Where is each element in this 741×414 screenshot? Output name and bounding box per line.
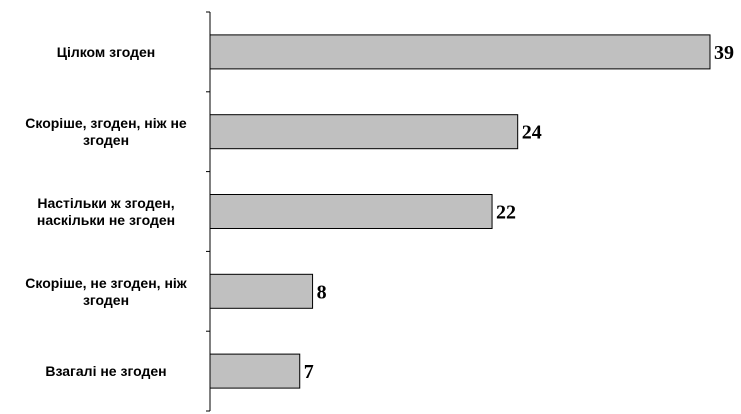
bar [209, 194, 493, 229]
category-label: Скоріше, не згоден, ніж згоден [25, 275, 188, 308]
y-axis-ticks [206, 11, 210, 412]
bar [209, 273, 314, 309]
bar [209, 114, 519, 150]
data-label: 8 [317, 281, 327, 303]
category-label: Цілком згоден [57, 44, 156, 60]
bars-group [209, 34, 711, 389]
category-label-line: Скоріше, не згоден, ніж [25, 275, 188, 291]
category-label-line: згоден [83, 292, 129, 308]
bar [209, 353, 301, 389]
data-label: 22 [496, 202, 516, 224]
category-label-line: Настільки ж згоден, [37, 195, 174, 211]
data-label: 39 [714, 42, 734, 64]
data-label: 24 [522, 122, 542, 144]
category-label: Взагалі не згоден [45, 363, 166, 379]
category-label-line: Скоріше, згоден, ніж не [25, 115, 187, 131]
category-label-line: наскільки не згоден [37, 212, 175, 228]
category-label-line: Взагалі не згоден [45, 363, 166, 379]
category-label-line: згоден [83, 132, 129, 148]
data-labels-group: 39 24 22 8 7 [304, 42, 734, 383]
category-label-line: Цілком згоден [57, 44, 156, 60]
category-label: Настільки ж згоден, наскільки не згоден [37, 195, 175, 228]
category-label: Скоріше, згоден, ніж не згоден [25, 115, 187, 148]
bar [209, 34, 711, 70]
data-label: 7 [304, 361, 314, 383]
